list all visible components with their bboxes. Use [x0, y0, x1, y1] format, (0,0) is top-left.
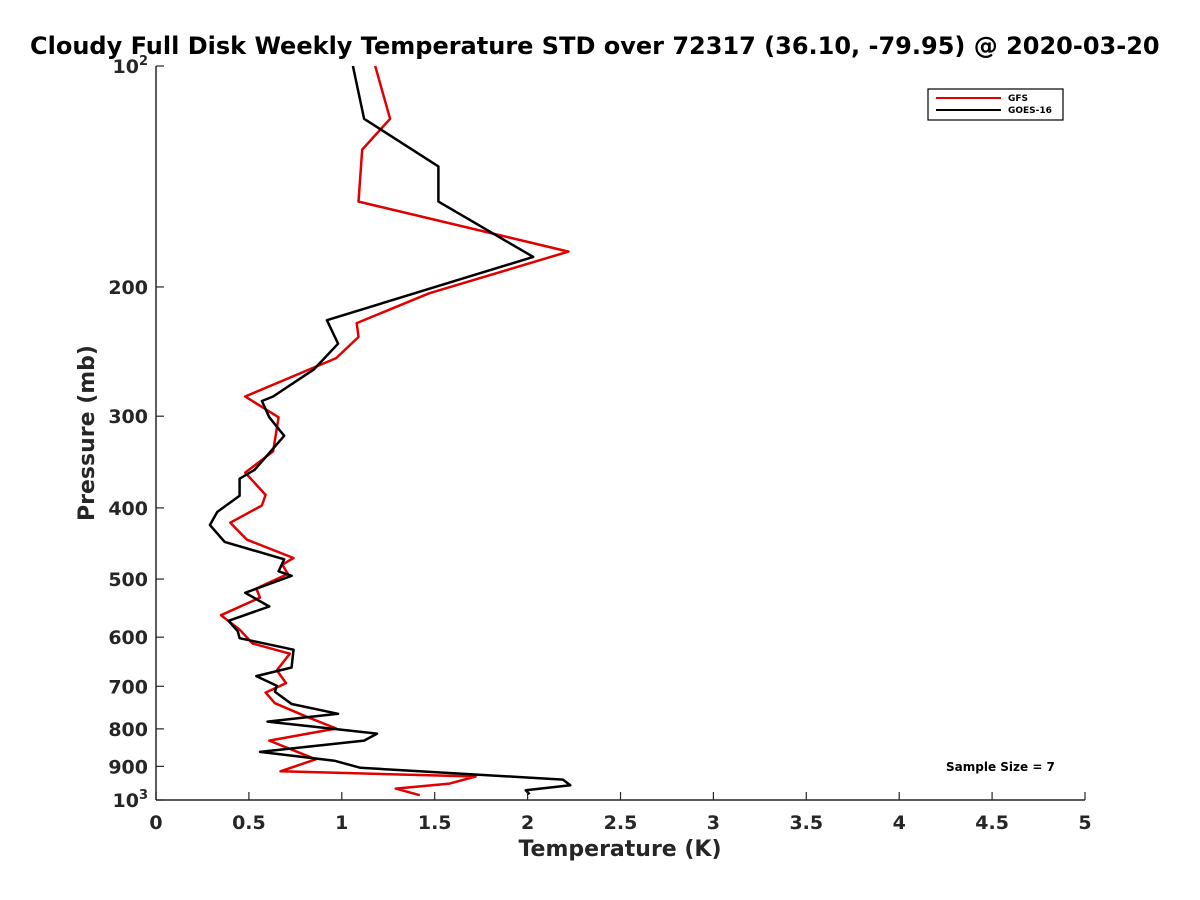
- x-tick-label: 2.5: [604, 812, 638, 834]
- legend-label-gfs: GFS: [1008, 94, 1028, 104]
- x-tick-label: 4.5: [975, 812, 1009, 834]
- y-tick-label: 900: [108, 756, 148, 778]
- x-tick-label: 4: [893, 812, 906, 834]
- series-line-gfs: [219, 65, 570, 797]
- x-tick-label: 0: [149, 812, 162, 834]
- x-axis-ticks: 0 0.5 1 1.5 2 2.5 3 3.5 4 4.5 5: [149, 792, 1092, 834]
- y-tick-label: 600: [108, 627, 148, 649]
- x-tick-label: 3.5: [789, 812, 823, 834]
- y-tick-label: 103: [113, 788, 149, 812]
- legend-box: [927, 88, 1064, 121]
- chart-title: Cloudy Full Disk Weekly Temperature STD …: [30, 32, 1160, 60]
- series-line-goes16: [208, 65, 572, 796]
- x-tick-label: 0.5: [232, 812, 266, 834]
- x-tick-label: 3: [707, 812, 720, 834]
- legend: GFS GOES-16: [927, 88, 1064, 121]
- y-tick-label: 200: [108, 277, 148, 299]
- y-axis-ticks: 102 200 300 400 500 600 700 800 900 103: [108, 54, 164, 812]
- legend-label-goes16: GOES-16: [1008, 106, 1052, 116]
- y-tick-label: 400: [108, 498, 148, 520]
- y-tick-label: 700: [108, 676, 148, 698]
- y-tick-label: 800: [108, 719, 148, 741]
- x-tick-label: 1.5: [418, 812, 452, 834]
- axes: [155, 66, 1085, 801]
- x-tick-label: 2: [521, 812, 534, 834]
- x-axis-label: Temperature (K): [518, 837, 721, 862]
- x-tick-label: 5: [1078, 812, 1091, 834]
- y-tick-label: 300: [108, 406, 148, 428]
- y-tick-label: 102: [113, 54, 149, 78]
- plot-lines: [208, 65, 572, 797]
- sample-size-annotation: Sample Size = 7: [946, 760, 1055, 774]
- y-axis-label: Pressure (mb): [75, 345, 100, 521]
- y-tick-label: 500: [108, 569, 148, 591]
- x-tick-label: 1: [335, 812, 348, 834]
